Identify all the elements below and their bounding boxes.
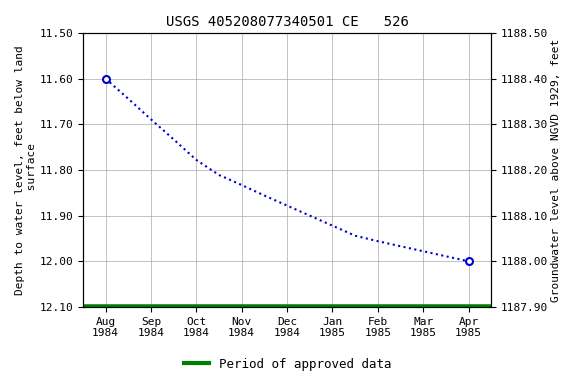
Legend: Period of approved data: Period of approved data: [179, 353, 397, 376]
Y-axis label: Groundwater level above NGVD 1929, feet: Groundwater level above NGVD 1929, feet: [551, 38, 561, 301]
Y-axis label: Depth to water level, feet below land
 surface: Depth to water level, feet below land su…: [15, 45, 37, 295]
Title: USGS 405208077340501 CE   526: USGS 405208077340501 CE 526: [166, 15, 408, 29]
